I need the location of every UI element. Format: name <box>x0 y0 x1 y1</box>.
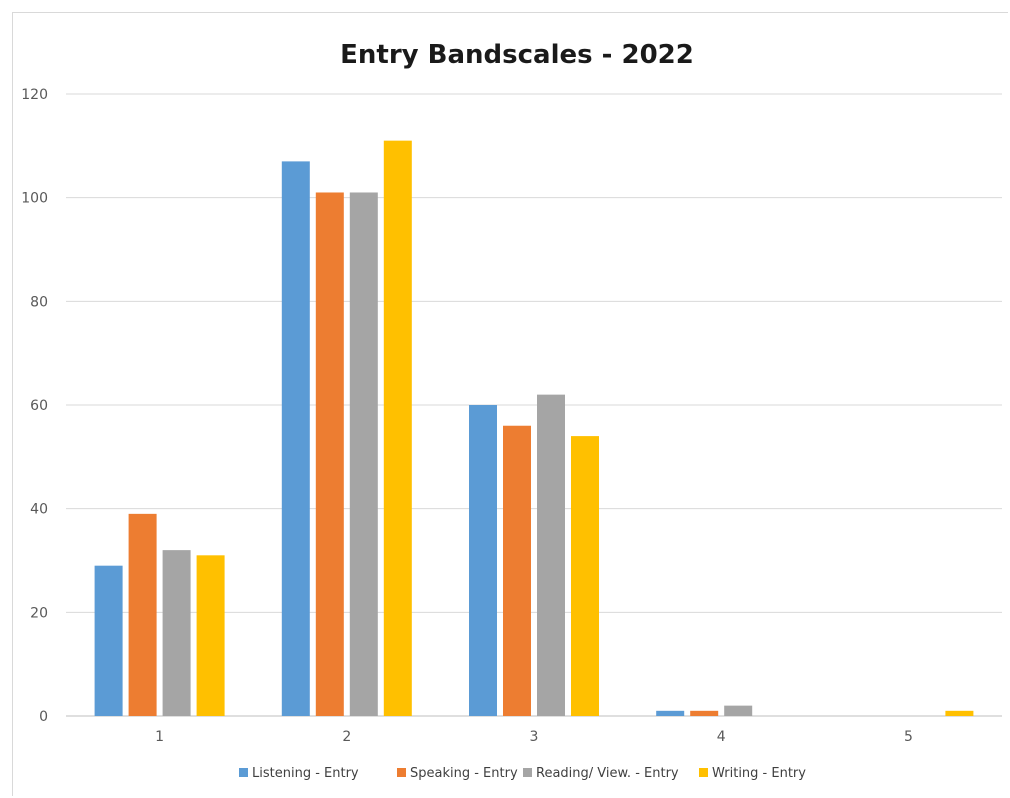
chart-title: Entry Bandscales - 2022 <box>340 40 694 70</box>
bar <box>656 710 685 716</box>
y-tick-label: 40 <box>30 502 48 518</box>
bar <box>349 192 378 716</box>
bar <box>94 565 123 716</box>
bars <box>94 140 974 717</box>
x-tick-label: 4 <box>717 729 726 745</box>
y-tick-label: 120 <box>21 87 48 103</box>
bar <box>571 436 599 716</box>
y-axis-ticks: 0 20 40 60 80 100 120 <box>21 87 48 725</box>
x-tick-label: 3 <box>530 729 539 745</box>
y-tick-label: 80 <box>30 294 48 310</box>
legend-swatch <box>239 768 248 777</box>
bar <box>537 394 565 716</box>
legend-swatch <box>523 768 532 777</box>
x-tick-label: 2 <box>342 729 351 745</box>
legend-swatch <box>699 768 708 777</box>
gridlines <box>66 93 1002 717</box>
x-tick-label: 5 <box>904 729 913 745</box>
legend-label: Reading/ View. - Entry <box>536 766 679 781</box>
bar <box>724 705 753 716</box>
bar <box>162 550 191 716</box>
legend-label: Listening - Entry <box>252 766 359 781</box>
y-tick-label: 0 <box>39 709 48 725</box>
legend-label: Speaking - Entry <box>410 766 518 781</box>
bar <box>503 425 531 716</box>
legend-label: Writing - Entry <box>712 766 806 781</box>
y-tick-label: 100 <box>21 191 48 207</box>
bar <box>469 405 497 716</box>
y-tick-label: 60 <box>30 398 48 414</box>
bar <box>945 710 974 716</box>
bar <box>315 192 344 716</box>
bar <box>690 710 719 716</box>
x-axis-ticks: 1 2 3 4 5 <box>155 729 913 745</box>
bar <box>281 161 310 717</box>
legend-swatch <box>397 768 406 777</box>
bar <box>196 555 225 716</box>
bar <box>128 513 157 716</box>
y-tick-label: 20 <box>30 605 48 621</box>
legend: Listening - Entry Speaking - Entry Reading… <box>239 766 806 781</box>
bar <box>383 140 412 716</box>
x-tick-label: 1 <box>155 729 164 745</box>
